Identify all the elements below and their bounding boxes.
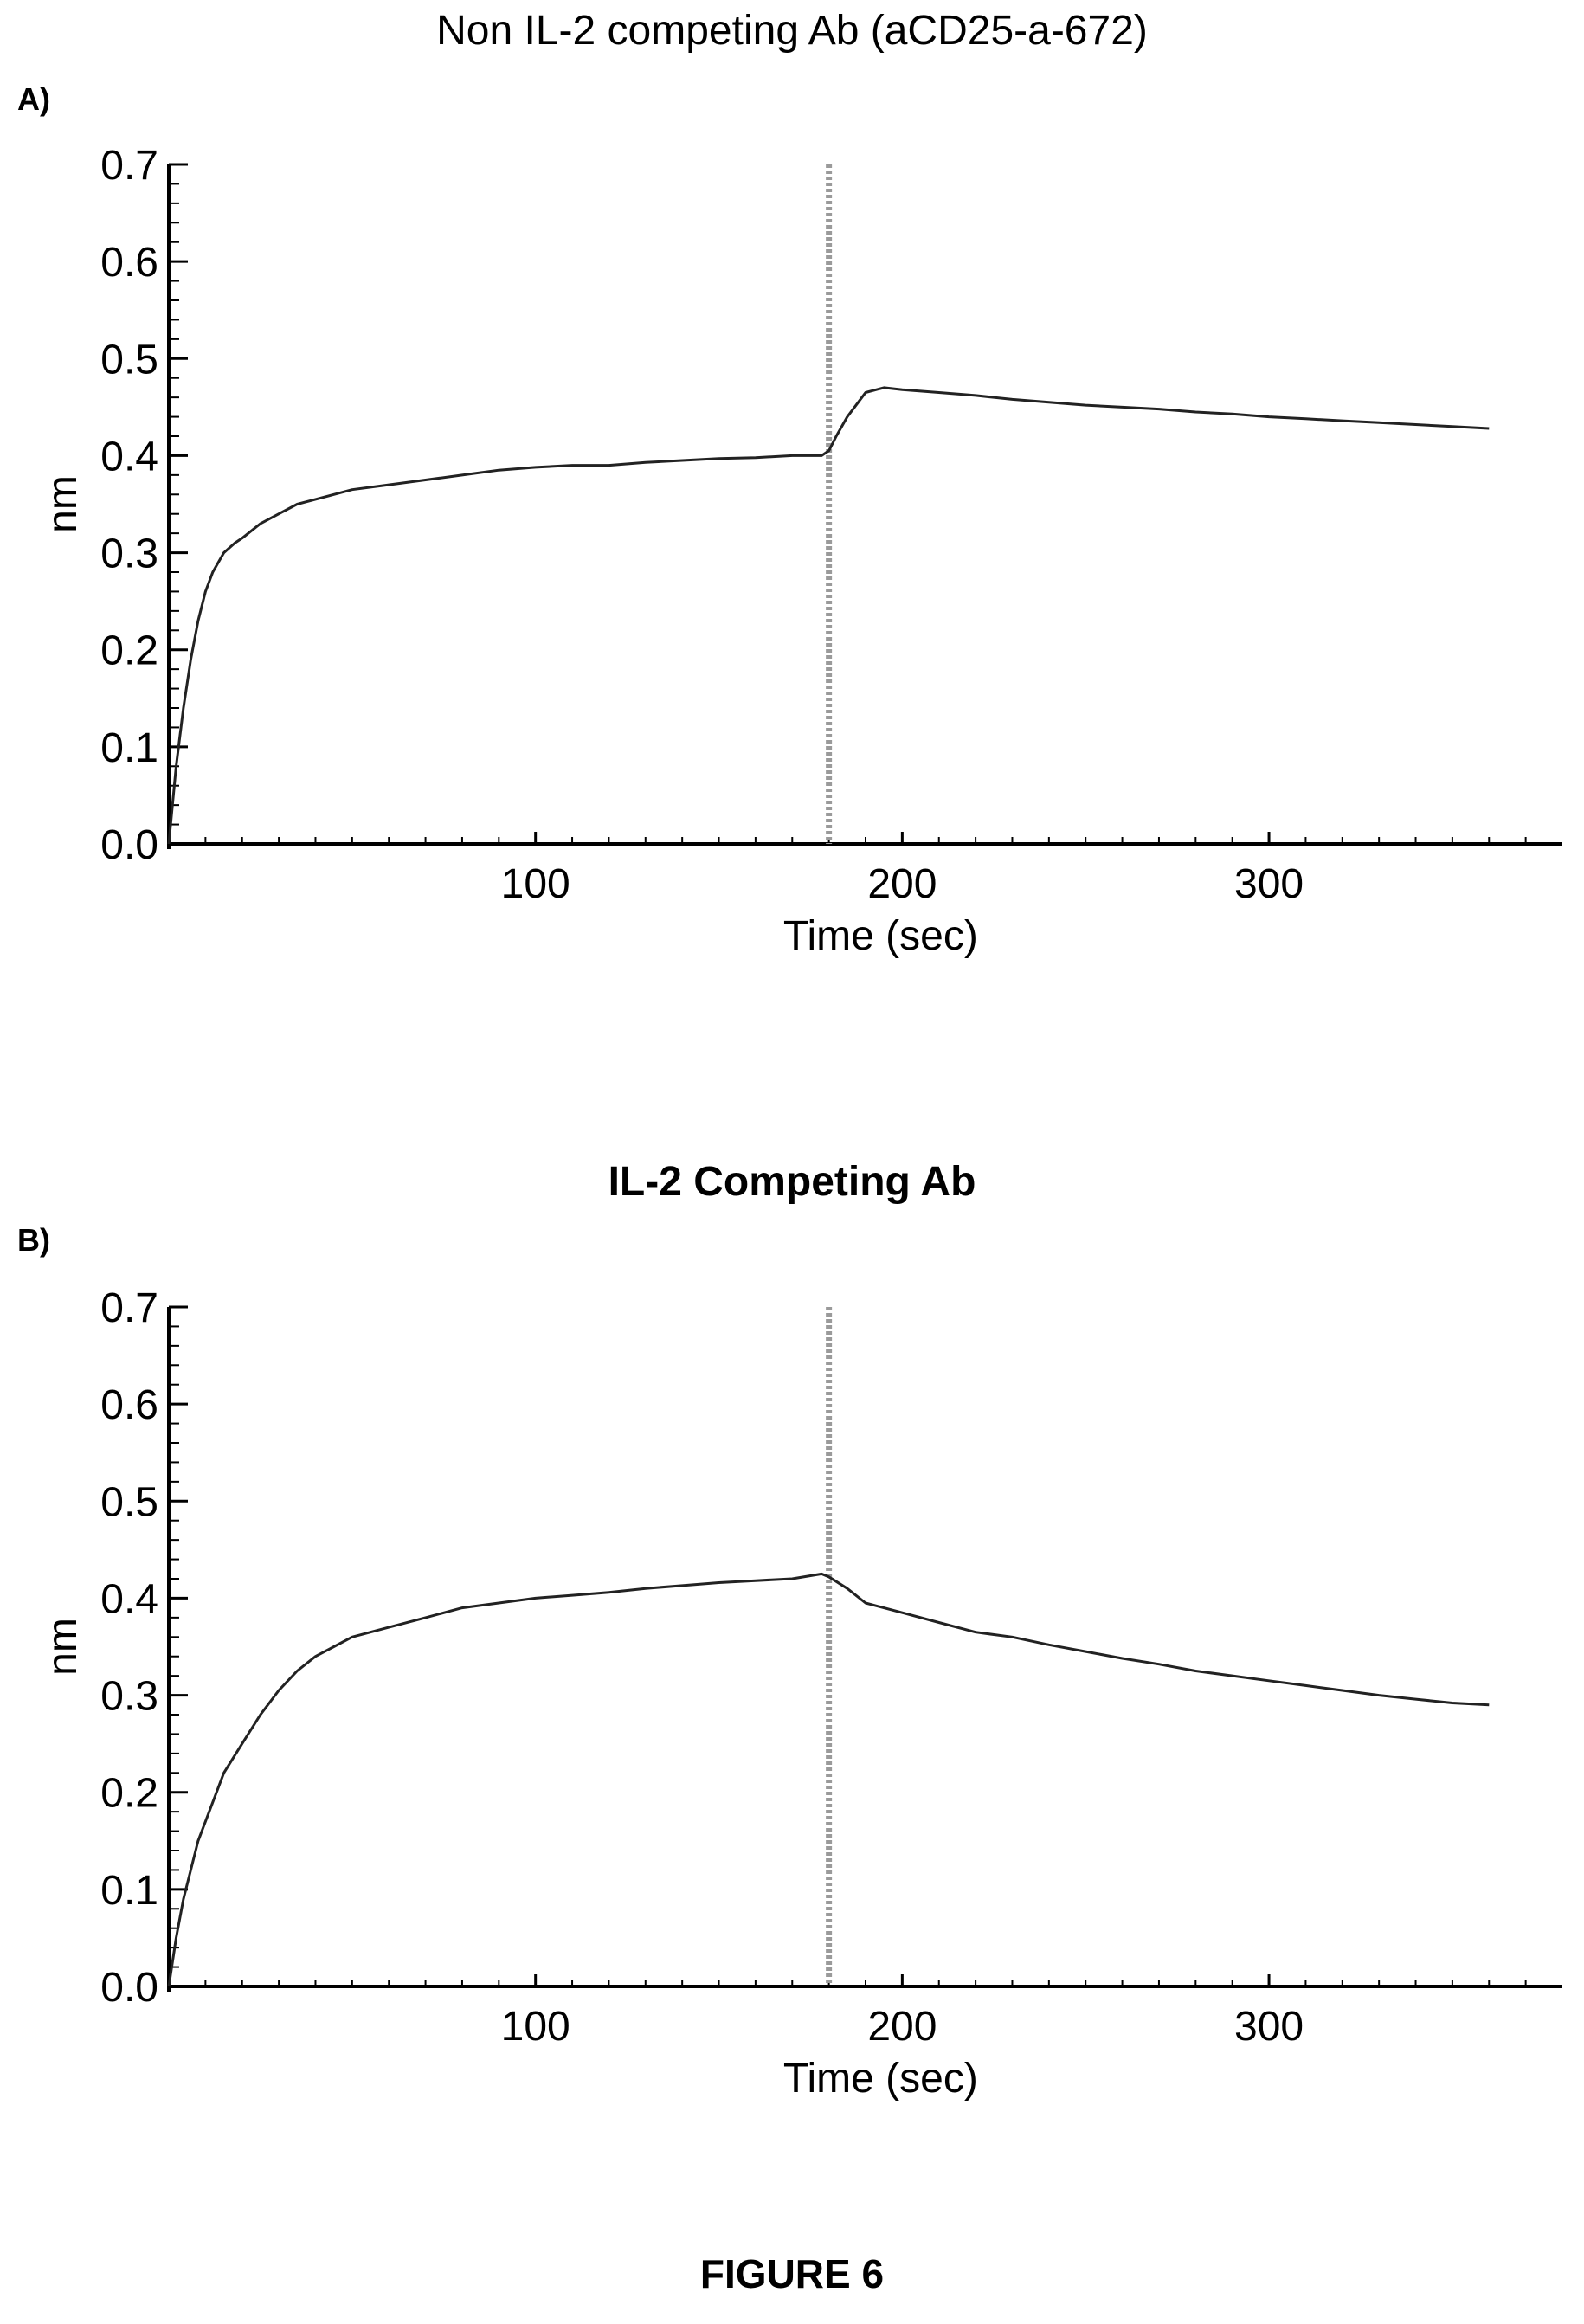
chart-b-ytick-label: 0.0	[100, 1965, 158, 2011]
chart-a-ytick-label: 0.2	[100, 628, 158, 674]
chart-a-ytick-label: 0.5	[100, 337, 158, 383]
chart-b-svg: 0.0 0.1 0.2 0.3 0.4 0.5 0.6 0.7 100 200 300 Time (s…	[40, 1285, 1562, 2102]
chart-b-xtick-label: 100	[501, 2004, 570, 2050]
figure-caption: FIGURE 6	[699, 2251, 885, 2296]
chart-b-ytick-label: 0.4	[100, 1576, 158, 1622]
chart-a-x-axis-label: Time (sec)	[783, 913, 978, 959]
chart-a-ytick-label: 0.4	[100, 434, 158, 480]
chart-a: 0.0 0.1 0.2 0.3 0.4 0.5 0.6 0.7 100 200 300 Time (s…	[0, 130, 1584, 961]
panel-a-title: Non IL-2 competing Ab (aCD25-a-672)	[436, 8, 1148, 54]
panel-a-label: A)	[17, 81, 50, 117]
chart-a-ytick-label: 0.1	[100, 725, 158, 771]
chart-a-ytick-label: 0.3	[100, 531, 158, 577]
chart-a-ytick-label: 0.0	[100, 822, 158, 868]
chart-b-series-line	[167, 1572, 1490, 1987]
chart-b-x-axis-label: Time (sec)	[783, 2056, 978, 2102]
chart-b-ytick-label: 0.6	[100, 1382, 158, 1428]
chart-b-ytick-label: 0.3	[100, 1674, 158, 1720]
chart-b-y-axis-label: nm	[40, 1618, 86, 1676]
chart-b-ytick-label: 0.5	[100, 1479, 158, 1525]
chart-a-y-axis-label: nm	[40, 475, 86, 533]
chart-b-ytick-label: 0.2	[100, 1771, 158, 1817]
chart-a-xtick-label: 200	[867, 861, 937, 907]
chart-a-xtick-label: 100	[501, 861, 570, 907]
chart-a-svg: 0.0 0.1 0.2 0.3 0.4 0.5 0.6 0.7 100 200 300 Time (s…	[40, 143, 1562, 959]
chart-a-ytick-label: 0.7	[100, 143, 158, 189]
chart-a-series-line	[167, 386, 1490, 845]
panel-b-title: IL-2 Competing Ab	[608, 1159, 976, 1205]
chart-b: 0.0 0.1 0.2 0.3 0.4 0.5 0.6 0.7 100 200 300 Time (s…	[0, 1272, 1584, 2103]
chart-a-xtick-label: 300	[1234, 861, 1304, 907]
chart-a-ytick-label: 0.6	[100, 240, 158, 286]
chart-b-ytick-label: 0.7	[100, 1285, 158, 1331]
chart-b-xtick-label: 300	[1234, 2004, 1304, 2050]
chart-b-ytick-label: 0.1	[100, 1868, 158, 1914]
panel-b-label: B)	[17, 1222, 50, 1258]
chart-b-xtick-label: 200	[867, 2004, 937, 2050]
